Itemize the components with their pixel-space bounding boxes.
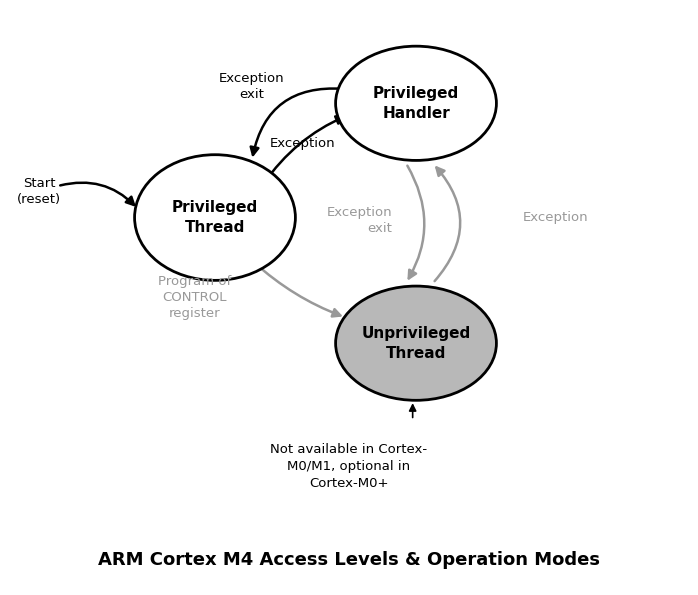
Text: Exception
exit: Exception exit — [327, 206, 392, 235]
Text: Exception: Exception — [524, 211, 589, 224]
Text: Exception
exit: Exception exit — [219, 71, 285, 101]
FancyArrowPatch shape — [263, 117, 344, 184]
FancyArrowPatch shape — [254, 262, 341, 317]
Text: Exception: Exception — [269, 137, 335, 150]
FancyArrowPatch shape — [408, 165, 424, 278]
FancyArrowPatch shape — [435, 167, 460, 281]
Text: Start
(reset): Start (reset) — [17, 177, 61, 206]
Text: ARM Cortex M4 Access Levels & Operation Modes: ARM Cortex M4 Access Levels & Operation … — [98, 551, 600, 569]
FancyArrowPatch shape — [410, 405, 416, 418]
Ellipse shape — [135, 155, 295, 280]
Ellipse shape — [336, 286, 496, 400]
Text: Not available in Cortex-
M0/M1, optional in
Cortex-M0+: Not available in Cortex- M0/M1, optional… — [270, 443, 428, 490]
FancyArrowPatch shape — [60, 183, 134, 205]
FancyArrowPatch shape — [251, 89, 343, 155]
Text: Privileged
Handler: Privileged Handler — [373, 86, 459, 121]
Text: Privileged
Thread: Privileged Thread — [172, 200, 258, 235]
Ellipse shape — [336, 46, 496, 161]
Text: Program of
CONTROL
register: Program of CONTROL register — [158, 275, 232, 320]
Text: Unprivileged
Thread: Unprivileged Thread — [362, 326, 470, 361]
